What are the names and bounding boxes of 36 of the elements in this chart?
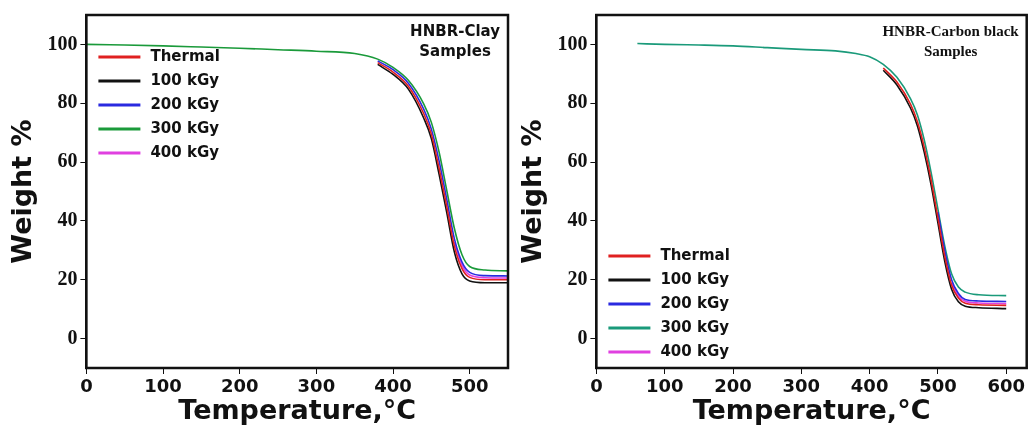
y-tick-label: 20 bbox=[57, 266, 78, 289]
y-axis-title: Weight % bbox=[516, 119, 548, 264]
legend-label: 300 kGy bbox=[660, 317, 730, 336]
y-tick-label: 80 bbox=[567, 90, 588, 113]
y-tick-label: 100 bbox=[47, 31, 78, 54]
x-tick-label: 100 bbox=[645, 375, 684, 397]
x-tick-label: 0 bbox=[80, 375, 93, 397]
y-tick-label: 80 bbox=[57, 90, 78, 113]
legend-label: 100 kGy bbox=[660, 269, 730, 288]
legend-label: 100 kGy bbox=[150, 70, 220, 89]
y-tick-label: 20 bbox=[567, 266, 588, 289]
y-tick-label: 60 bbox=[567, 149, 588, 172]
y-axis-title: Weight % bbox=[6, 119, 38, 264]
line-series bbox=[950, 281, 1008, 305]
y-tick-label: 60 bbox=[57, 149, 78, 172]
legend-label: Thermal bbox=[660, 245, 730, 264]
line-series bbox=[636, 42, 1008, 297]
annotation: HNBR-Clay Samples bbox=[410, 22, 501, 61]
legend-label: 300 kGy bbox=[150, 118, 220, 137]
legend-label: Thermal bbox=[150, 46, 220, 65]
y-tick-label: 40 bbox=[57, 208, 78, 231]
legend-label: 200 kGy bbox=[150, 94, 220, 113]
line-series bbox=[86, 43, 508, 272]
line-series bbox=[453, 241, 508, 279]
y-tick-label: 40 bbox=[567, 208, 588, 231]
x-tick-label: 0 bbox=[590, 375, 603, 397]
y-tick-label: 0 bbox=[577, 325, 588, 348]
legend-label: 400 kGy bbox=[150, 142, 220, 161]
x-tick-label: 500 bbox=[450, 375, 489, 397]
legend-label: 400 kGy bbox=[660, 341, 730, 360]
legend-label: 200 kGy bbox=[660, 293, 730, 312]
annotation: HNBR-Carbon black Samples bbox=[882, 23, 1020, 60]
y-tick-label: 0 bbox=[67, 325, 78, 348]
line-series bbox=[937, 211, 1008, 303]
y-tick-label: 100 bbox=[557, 31, 588, 54]
x-tick-label: 600 bbox=[987, 375, 1025, 397]
